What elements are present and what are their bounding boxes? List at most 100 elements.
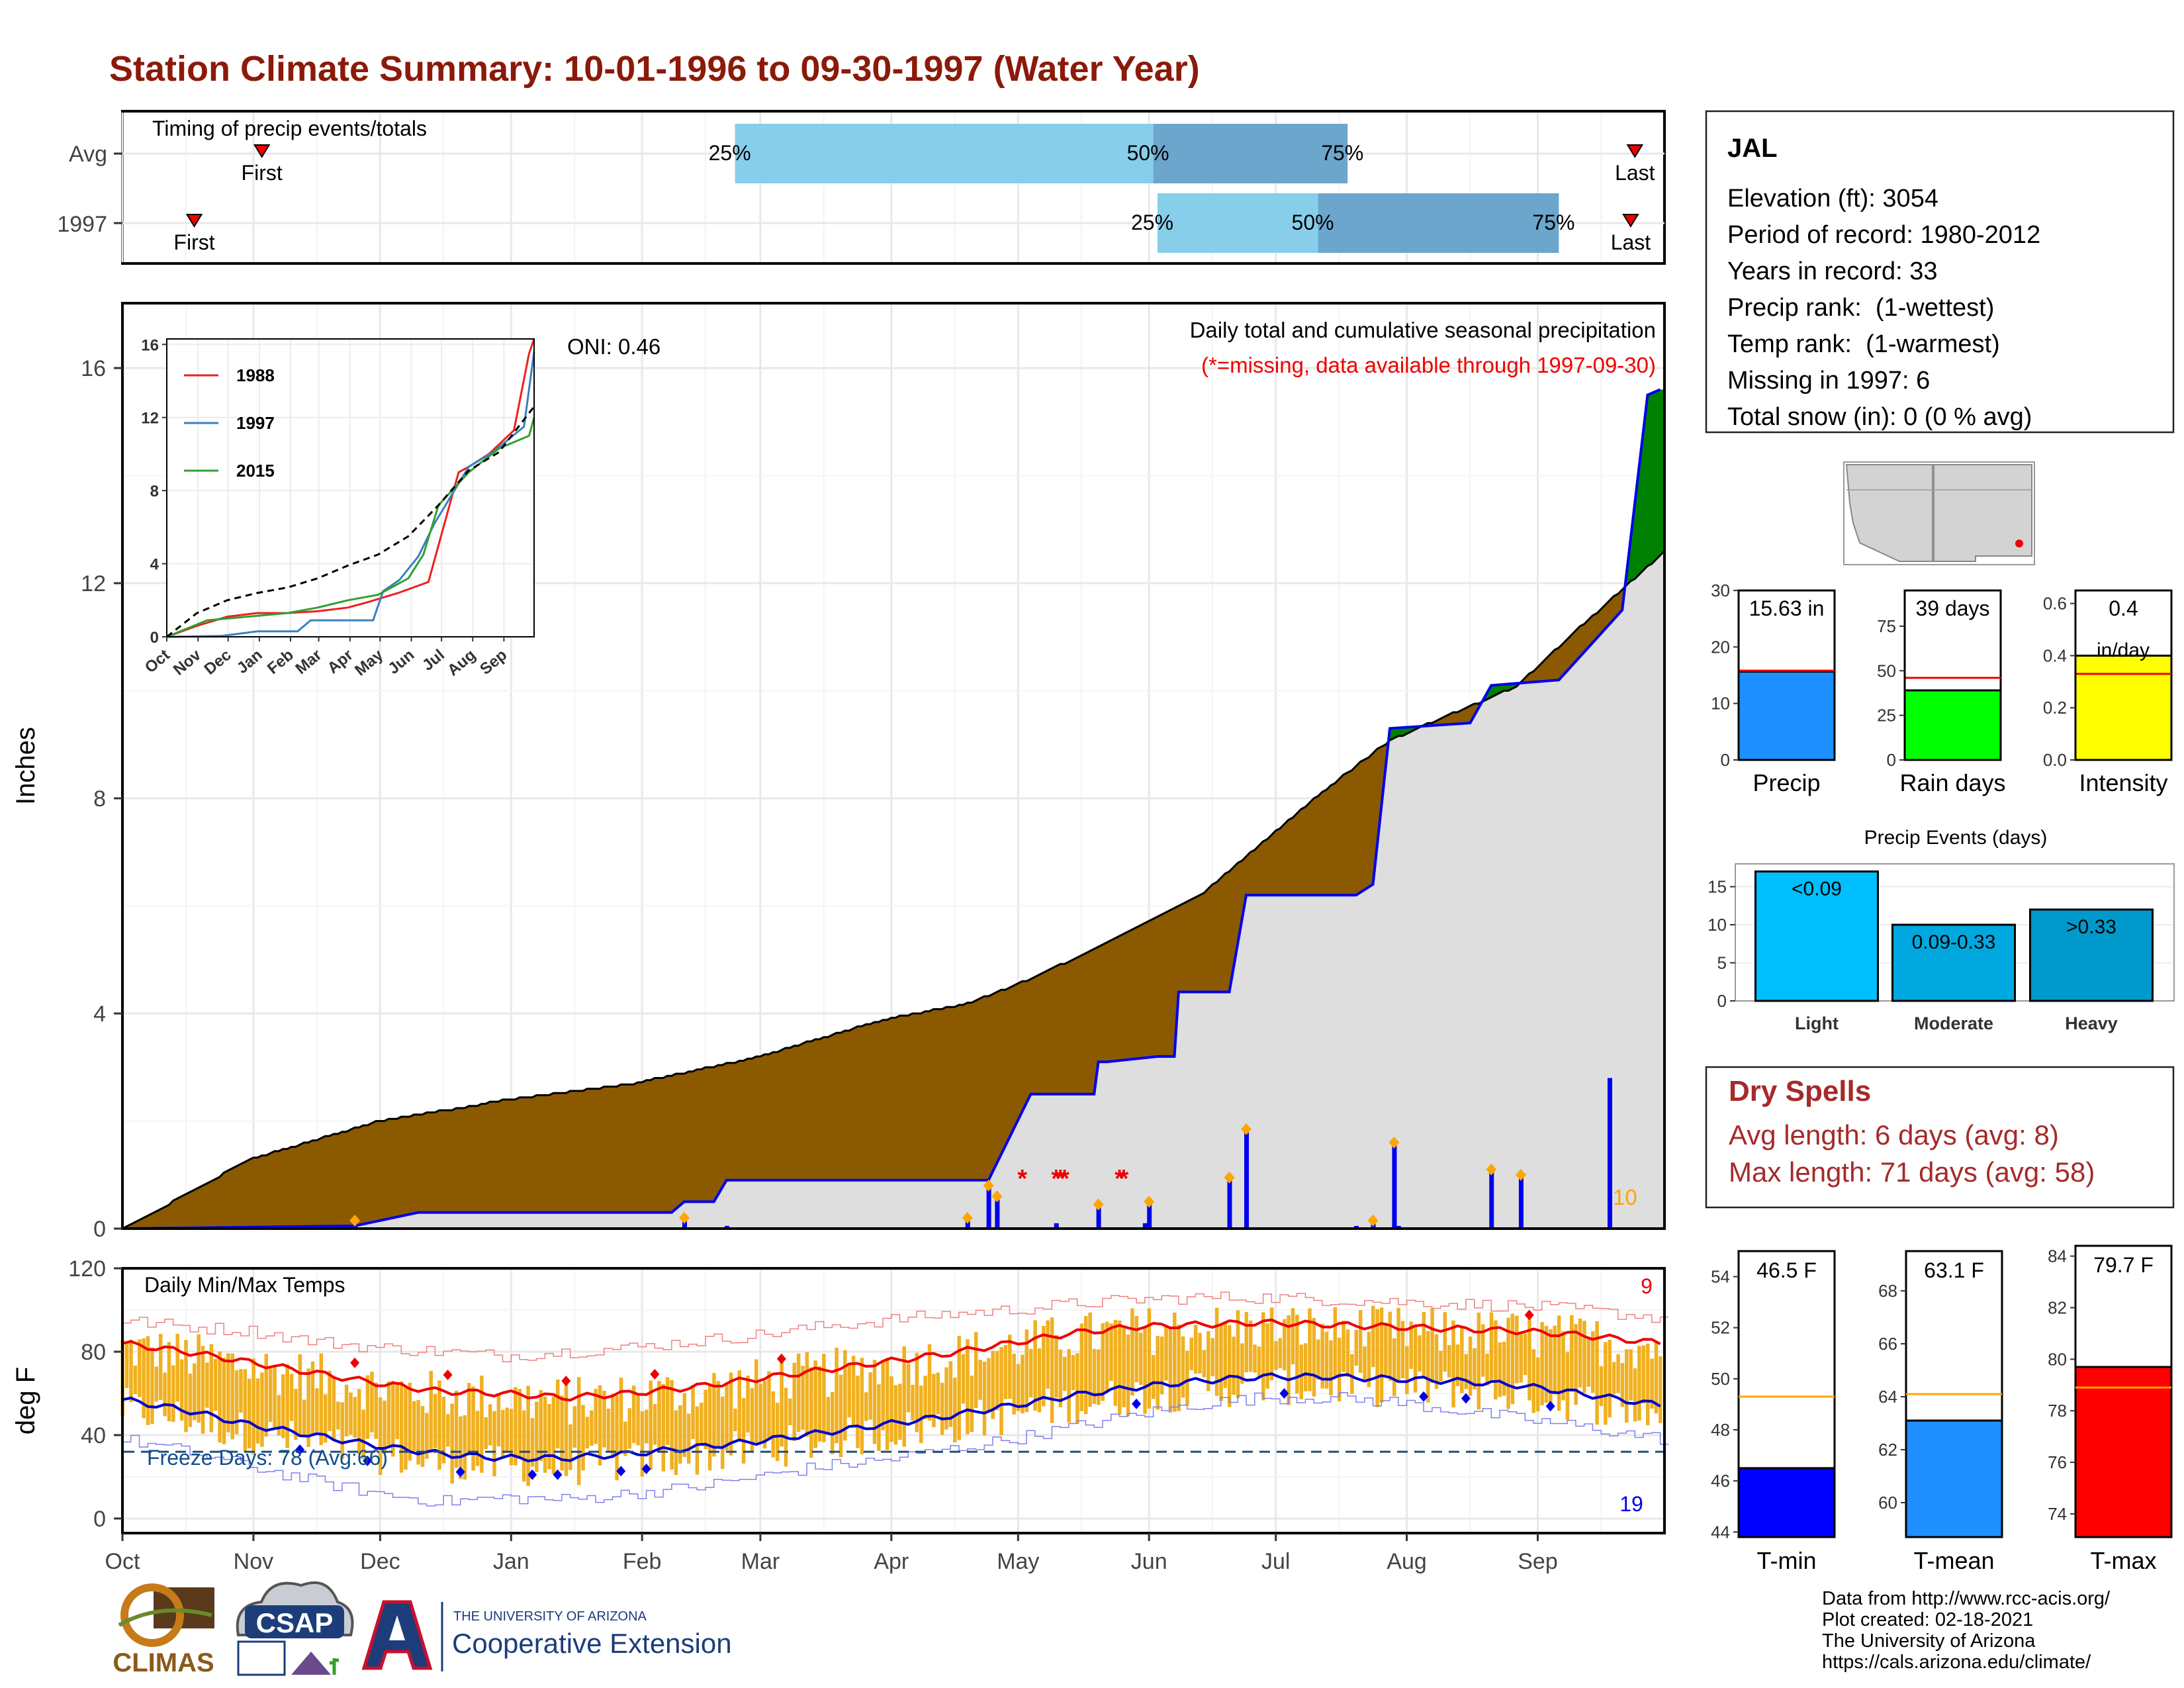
temp-daily-range-bar: [547, 1403, 551, 1470]
temp-summary-label-tmin: T-min: [1757, 1547, 1817, 1574]
temp-summary-value-tmean: 63.1 F: [1924, 1258, 1984, 1282]
temp-daily-range-bar: [395, 1382, 399, 1440]
summary-label-raindays: Rain days: [1899, 769, 2005, 796]
temp-summary-y-tick-label: 54: [1711, 1267, 1730, 1287]
oni-label: ONI: 0.46: [567, 334, 660, 359]
temp-daily-range-bar: [340, 1402, 344, 1460]
temp-daily-range-bar: [885, 1358, 889, 1450]
dry-spells-box: [1705, 1066, 2175, 1209]
temp-daily-range-bar: [1054, 1335, 1058, 1398]
temp-daily-range-bar: [640, 1411, 645, 1477]
temp-daily-range-bar: [923, 1376, 927, 1419]
temp-daily-range-bar: [847, 1364, 851, 1418]
footer-line-created: Plot created: 02-18-2021: [1822, 1609, 2033, 1630]
record-low-marker: [641, 1463, 651, 1474]
precip-event-marker: [349, 1214, 361, 1227]
events-y-tick-label: 5: [1717, 953, 1727, 973]
temp-daily-range-bar: [518, 1389, 522, 1459]
temp-daily-range-bar: [323, 1394, 328, 1443]
temp-daily-range-bar: [251, 1358, 255, 1455]
temp-summary-bar-tmin: [1737, 1467, 1836, 1538]
temp-daily-range-bar: [1367, 1331, 1371, 1387]
temp-summary-y-tick-label: 66: [1878, 1334, 1897, 1354]
temp-daily-range-bar: [1097, 1349, 1101, 1405]
timing-first-label: First: [242, 161, 283, 185]
temp-title: Daily Min/Max Temps: [144, 1273, 345, 1297]
temp-daily-range-bar: [1451, 1320, 1455, 1408]
footer-line-university: The University of Arizona: [1822, 1630, 2036, 1652]
temp-daily-range-bar: [1434, 1334, 1439, 1389]
temp-daily-range-bar: [1109, 1323, 1113, 1382]
temp-daily-range-bar: [243, 1369, 248, 1452]
temp-summary-value-tmin: 46.5 F: [1756, 1258, 1817, 1282]
temp-daily-range-bar: [1595, 1321, 1599, 1425]
temp-daily-range-bar: [788, 1398, 792, 1426]
temp-daily-range-bar: [906, 1364, 911, 1413]
temp-daily-range-bar: [674, 1410, 678, 1476]
temp-daily-range-bar: [539, 1390, 543, 1462]
freeze-days-label: Freeze Days: 78 (Avg:66): [147, 1446, 388, 1470]
temp-daily-range-bar: [801, 1366, 805, 1430]
temp-daily-range-bar: [1232, 1336, 1236, 1395]
temp-daily-range-bar: [889, 1376, 893, 1442]
temp-summary-charts: 44 46 48 50 52 54 46.5 F T-min 60 62 64 66 68 63.1 F T…: [1711, 1244, 2173, 1574]
temp-daily-range-bar: [1130, 1308, 1134, 1396]
temp-daily-range-bar: [754, 1359, 758, 1443]
temp-daily-range-bar: [1033, 1320, 1037, 1411]
temp-daily-range-bar: [775, 1403, 780, 1462]
events-bar-tag: 0.09-0.33: [1912, 931, 1996, 953]
uofa-logo: THE UNIVERSITY OF ARIZONA Cooperative Ex…: [361, 1600, 732, 1671]
temp-daily-range-bar: [1523, 1333, 1527, 1376]
temp-daily-range-bar: [277, 1395, 281, 1436]
temp-daily-range-bar: [1616, 1354, 1620, 1393]
month-tick-label: Jan: [493, 1549, 529, 1574]
temp-daily-range-bar: [459, 1416, 463, 1479]
summary-y-tick-label: 30: [1711, 581, 1730, 600]
temp-daily-range-bar: [1016, 1364, 1021, 1411]
month-tick-label: Nov: [234, 1549, 273, 1574]
temp-daily-range-bar: [1481, 1324, 1485, 1377]
missing-day-marker: *: [1051, 1165, 1061, 1193]
precip-daily-bar: [724, 1225, 729, 1229]
temp-daily-range-bar: [1240, 1343, 1244, 1384]
temp-daily-range-bar: [784, 1387, 788, 1467]
precip-subtitle: (*=missing, data available through 1997-…: [1201, 353, 1656, 377]
events-bar-tag: >0.33: [2066, 916, 2116, 938]
timing-title: Timing of precip events/totals: [152, 117, 427, 140]
temp-daily-range-bar: [627, 1408, 632, 1449]
events-bar-moderate: [1891, 923, 2016, 1002]
temp-summary-label-tmean: T-mean: [1913, 1547, 1994, 1574]
summary-y-tick-label: 0.6: [2043, 594, 2067, 614]
temp-daily-range-bar: [619, 1378, 623, 1453]
precip-daily-bar: [1054, 1223, 1059, 1229]
temp-daily-range-bar: [1400, 1321, 1405, 1378]
temp-daily-range-bar: [158, 1334, 163, 1400]
temp-daily-range-bar: [1384, 1323, 1388, 1376]
temp-summary-y-tick-label: 76: [2048, 1452, 2067, 1472]
temp-daily-range-bar: [1012, 1354, 1016, 1415]
events-bar-label: Moderate: [1914, 1013, 1993, 1033]
temp-daily-range-bar: [995, 1350, 999, 1411]
temp-daily-range-bar: [809, 1367, 813, 1458]
temp-daily-range-bar: [496, 1393, 501, 1446]
temp-daily-range-bar: [1028, 1348, 1033, 1397]
precip-daily-bar: [1147, 1201, 1152, 1229]
temp-daily-range-bar: [860, 1358, 864, 1454]
footer-line-url: https://cals.arizona.edu/climate/: [1822, 1652, 2091, 1673]
temp-daily-range-bar: [1473, 1348, 1477, 1389]
temp-daily-range-bar: [1244, 1312, 1249, 1373]
temp-daily-range-bar: [1092, 1348, 1097, 1404]
temp-daily-range-bar: [222, 1357, 226, 1444]
events-bar-tag: <0.09: [1792, 878, 1842, 900]
record-high-marker: [443, 1370, 453, 1381]
temp-daily-range-bar: [957, 1336, 961, 1440]
temp-daily-range-bar: [1578, 1318, 1582, 1388]
temp-daily-range-bar: [1570, 1315, 1574, 1392]
temp-daily-range-bar: [944, 1367, 948, 1430]
temp-daily-range-bar: [1633, 1368, 1637, 1422]
temp-daily-range-bar: [1274, 1341, 1278, 1370]
temp-daily-range-bar: [336, 1401, 340, 1430]
events-y-tick-label: 10: [1707, 915, 1727, 935]
events-y-tick-label: 15: [1707, 877, 1727, 897]
